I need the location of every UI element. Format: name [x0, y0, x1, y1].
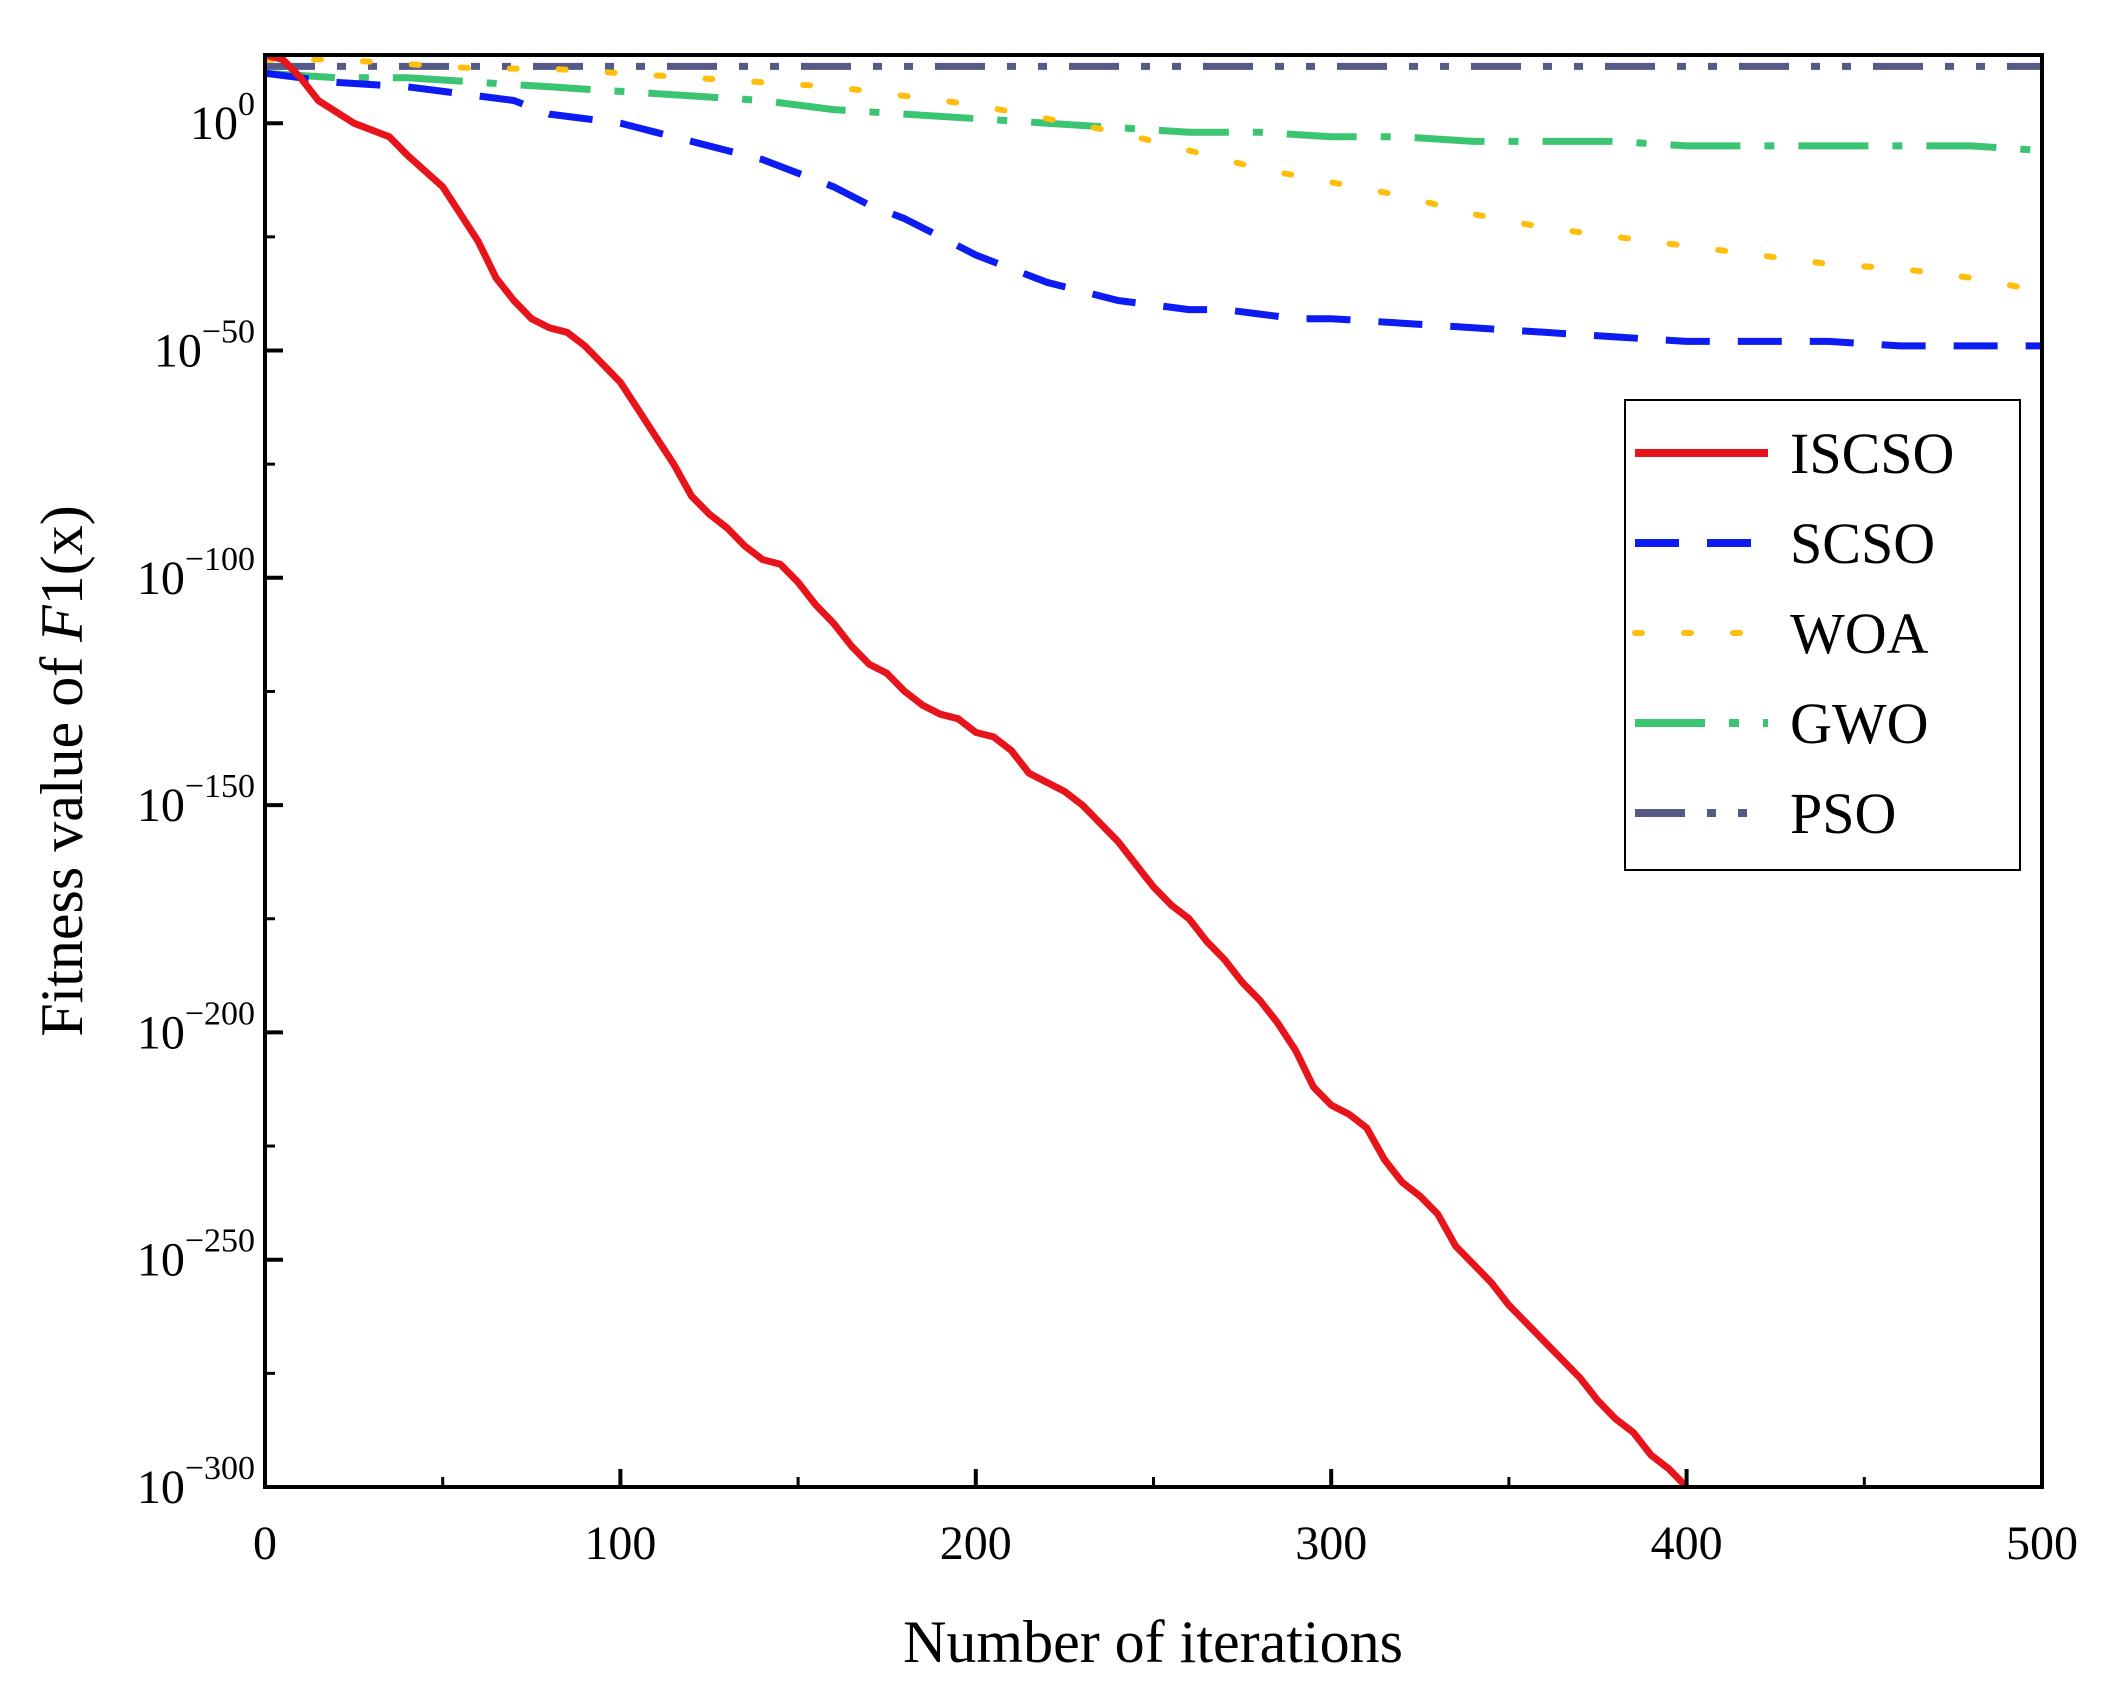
legend-label-gwo: GWO: [1790, 691, 1929, 756]
y-tick-label: 10−100: [137, 541, 255, 605]
legend-label-pso: PSO: [1790, 781, 1896, 846]
y-tick-label: 10−250: [137, 1223, 255, 1287]
y-axis-ticks: 100 10−50 10−100 10−150 10−200 10−250 10−300: [137, 86, 283, 1514]
legend-label-scso: SCSO: [1790, 511, 1935, 576]
y-tick-label: 10−200: [137, 995, 255, 1059]
series-line-scso: [265, 69, 2042, 350]
y-tick-label: 10−300: [137, 1450, 255, 1514]
series-line-iscso: [265, 55, 1690, 1487]
x-tick-label: 500: [2006, 1517, 2078, 1570]
legend-label-woa: WOA: [1790, 601, 1929, 666]
y-tick-label: 10−150: [137, 768, 255, 832]
series-line-gwo: [265, 69, 2042, 154]
x-axis-ticks: 0 100 200 300 400 500: [253, 1469, 2078, 1570]
x-tick-label: 300: [1295, 1517, 1367, 1570]
y-axis-title-prefix: Fitness value of: [29, 642, 95, 1037]
series-layer: [265, 55, 2042, 1487]
y-tick-label: 100: [190, 86, 255, 150]
x-tick-label: 100: [584, 1517, 656, 1570]
y-axis-title: Fitness value of F1(x): [29, 505, 95, 1037]
y-tick-label: 10−50: [154, 313, 255, 377]
y-axis-title-suffix: 1(x): [29, 505, 95, 605]
y-axis-title-function: F: [29, 604, 95, 643]
legend-label-iscso: ISCSO: [1790, 421, 1954, 486]
x-tick-label: 400: [1651, 1517, 1723, 1570]
x-tick-label: 0: [253, 1517, 277, 1570]
x-axis-title: Number of iterations: [903, 1609, 1403, 1675]
series-line-woa: [265, 56, 2042, 295]
legend: ISCSO SCSO WOA GWO PSO: [1624, 399, 2021, 871]
x-tick-label: 200: [940, 1517, 1012, 1570]
